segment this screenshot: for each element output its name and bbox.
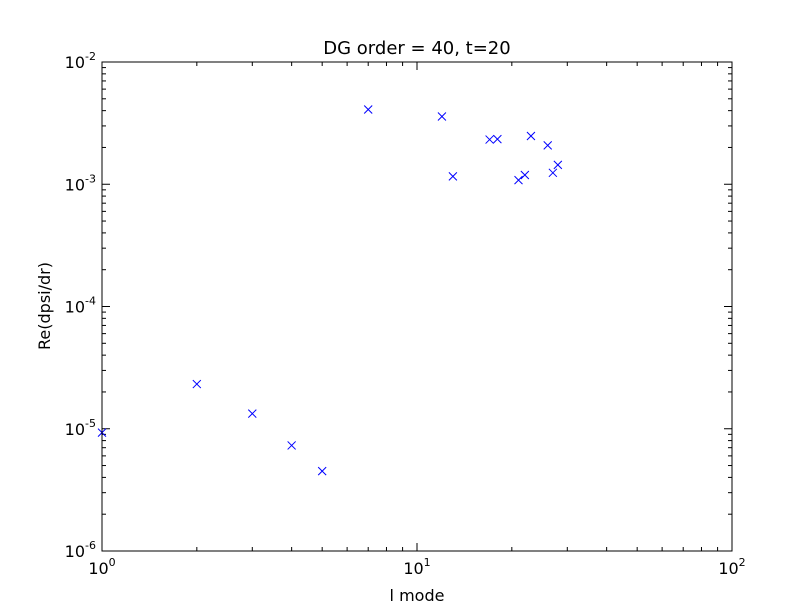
data-point	[287, 441, 297, 450]
data-point	[548, 168, 558, 178]
data-point	[526, 131, 536, 141]
y-tick-labels: 10-6 10-5 10-4 10-3 10-2	[65, 50, 96, 561]
y-tick-label: 10-4	[65, 295, 96, 317]
minor-ticks	[102, 62, 732, 551]
x-axis-label: l mode	[390, 586, 445, 605]
data-point	[247, 409, 257, 418]
y-tick-label: 10-3	[65, 172, 96, 194]
data-point	[493, 134, 502, 144]
x-tick-label: 102	[718, 556, 745, 578]
x-tick-label: 100	[88, 556, 115, 578]
y-tick-label: 10-2	[65, 50, 96, 72]
data-point	[437, 112, 447, 121]
x-tick-label: 101	[403, 556, 430, 578]
data-point	[543, 141, 553, 150]
y-tick-label: 10-6	[65, 539, 96, 561]
data-point	[317, 466, 327, 476]
data-point	[514, 175, 523, 185]
y-tick-label: 10-5	[65, 417, 96, 439]
data-point	[520, 170, 530, 180]
data-point	[192, 379, 202, 389]
x-tick-labels: 100 101 102	[88, 556, 745, 578]
data-point	[448, 172, 458, 181]
data-point	[485, 135, 494, 144]
plot-area-frame	[101, 61, 733, 552]
chart-title: DG order = 40, t=20	[323, 38, 510, 59]
data-point	[363, 105, 373, 114]
data-point	[553, 160, 563, 170]
data-points	[97, 105, 563, 476]
y-axis-label: Re(dpsi/dr)	[35, 262, 54, 350]
